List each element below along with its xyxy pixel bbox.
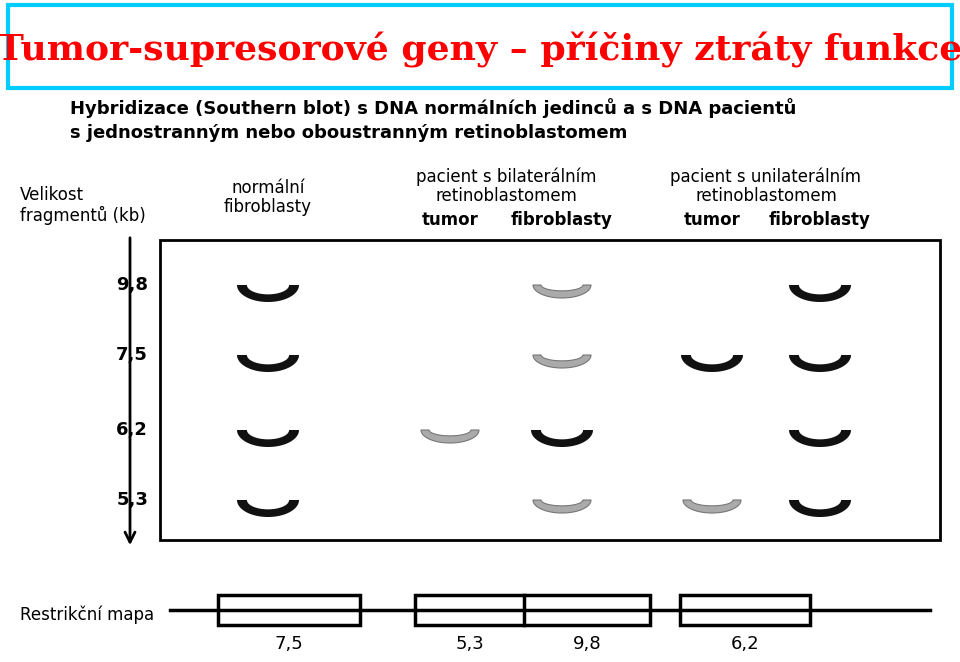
Text: normální: normální: [231, 179, 304, 197]
Text: 7,5: 7,5: [275, 635, 303, 653]
Polygon shape: [533, 285, 591, 298]
Text: Restrikční mapa: Restrikční mapa: [20, 606, 155, 624]
Text: 6,2: 6,2: [116, 421, 148, 439]
Polygon shape: [533, 500, 591, 513]
Bar: [218, 595, 360, 625]
Polygon shape: [237, 500, 299, 517]
Polygon shape: [237, 430, 299, 447]
Text: retinoblastomem: retinoblastomem: [435, 187, 577, 205]
Text: tumor: tumor: [684, 211, 740, 229]
Polygon shape: [421, 430, 479, 443]
Polygon shape: [531, 430, 593, 447]
Bar: [415, 595, 650, 625]
Text: fibroblasty: fibroblasty: [769, 211, 871, 229]
Text: 9,8: 9,8: [573, 635, 601, 653]
Text: Tumor-supresorové geny – příčiny ztráty funkce: Tumor-supresorové geny – příčiny ztráty …: [0, 32, 960, 68]
Text: 5,3: 5,3: [116, 491, 148, 509]
Polygon shape: [533, 355, 591, 368]
Text: retinoblastomem: retinoblastomem: [695, 187, 837, 205]
Text: 5,3: 5,3: [455, 635, 484, 653]
Polygon shape: [789, 355, 851, 372]
Text: Hybridizace (Southern blot) s DNA normálních jedinců a s DNA pacientů: Hybridizace (Southern blot) s DNA normál…: [70, 98, 797, 118]
Polygon shape: [237, 285, 299, 302]
Text: 9,8: 9,8: [116, 276, 148, 294]
Bar: [8, 5, 952, 88]
Text: 7,5: 7,5: [116, 346, 148, 364]
Text: 6,2: 6,2: [731, 635, 759, 653]
Polygon shape: [681, 355, 743, 372]
Text: fibroblasty: fibroblasty: [511, 211, 612, 229]
Polygon shape: [789, 285, 851, 302]
Text: Velikost: Velikost: [20, 186, 84, 204]
Text: pacient s unilaterálním: pacient s unilaterálním: [670, 167, 861, 186]
Polygon shape: [683, 500, 741, 513]
Text: s jednostranným nebo oboustranným retinoblastomem: s jednostranným nebo oboustranným retino…: [70, 124, 628, 142]
Bar: [160, 240, 940, 540]
Text: pacient s bilaterálním: pacient s bilaterálním: [416, 167, 596, 186]
Polygon shape: [789, 430, 851, 447]
Polygon shape: [789, 500, 851, 517]
Text: tumor: tumor: [421, 211, 478, 229]
Text: fragmentů (kb): fragmentů (kb): [20, 205, 146, 224]
Text: fibroblasty: fibroblasty: [224, 198, 312, 216]
Bar: [680, 595, 810, 625]
Polygon shape: [237, 355, 299, 372]
